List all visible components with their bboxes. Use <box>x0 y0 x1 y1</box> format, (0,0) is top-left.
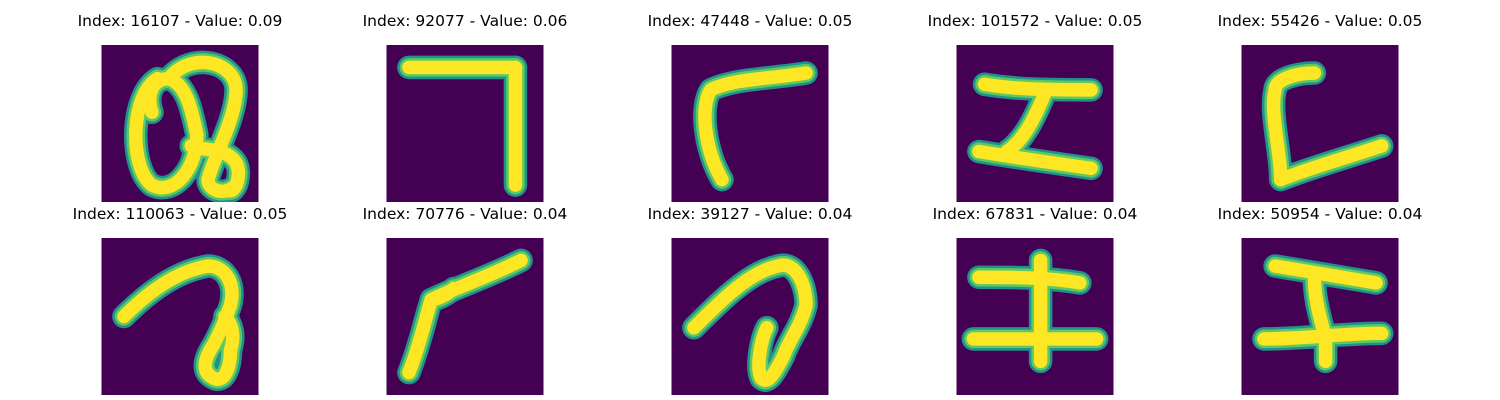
panel-2: Index: 92077 - Value: 0.06 <box>350 10 580 202</box>
panel-title: Index: 110063 - Value: 0.05 <box>72 205 288 223</box>
panel-3: Index: 47448 - Value: 0.05 <box>635 10 865 202</box>
panel-title: Index: 67831 - Value: 0.04 <box>932 205 1138 223</box>
panel-5: Index: 55426 - Value: 0.05 <box>1205 10 1435 202</box>
panel-title: Index: 47448 - Value: 0.05 <box>647 12 853 30</box>
panel-10: Index: 50954 - Value: 0.04 <box>1205 203 1435 395</box>
handwritten-glyph-image <box>671 45 829 202</box>
handwritten-glyph-image <box>956 45 1114 202</box>
panel-8: Index: 39127 - Value: 0.04 <box>635 203 865 395</box>
panel-title: Index: 92077 - Value: 0.06 <box>362 12 568 30</box>
handwritten-glyph-image <box>1241 238 1399 395</box>
panel-6: Index: 110063 - Value: 0.05 <box>65 203 295 395</box>
panel-1: Index: 16107 - Value: 0.09 <box>65 10 295 202</box>
panel-7: Index: 70776 - Value: 0.04 <box>350 203 580 395</box>
panel-title: Index: 101572 - Value: 0.05 <box>927 12 1143 30</box>
handwritten-glyph-image <box>386 45 544 202</box>
panel-title: Index: 55426 - Value: 0.05 <box>1217 12 1423 30</box>
handwritten-glyph-image <box>101 238 259 395</box>
handwritten-glyph-image <box>956 238 1114 395</box>
handwritten-glyph-image <box>1241 45 1399 202</box>
panel-title: Index: 16107 - Value: 0.09 <box>77 12 283 30</box>
handwritten-glyph-image <box>386 238 544 395</box>
handwritten-glyph-image <box>101 45 259 202</box>
panel-9: Index: 67831 - Value: 0.04 <box>920 203 1150 395</box>
handwritten-glyph-image <box>671 238 829 395</box>
panel-title: Index: 70776 - Value: 0.04 <box>362 205 568 223</box>
panel-title: Index: 39127 - Value: 0.04 <box>647 205 853 223</box>
panel-4: Index: 101572 - Value: 0.05 <box>920 10 1150 202</box>
panel-title: Index: 50954 - Value: 0.04 <box>1217 205 1423 223</box>
